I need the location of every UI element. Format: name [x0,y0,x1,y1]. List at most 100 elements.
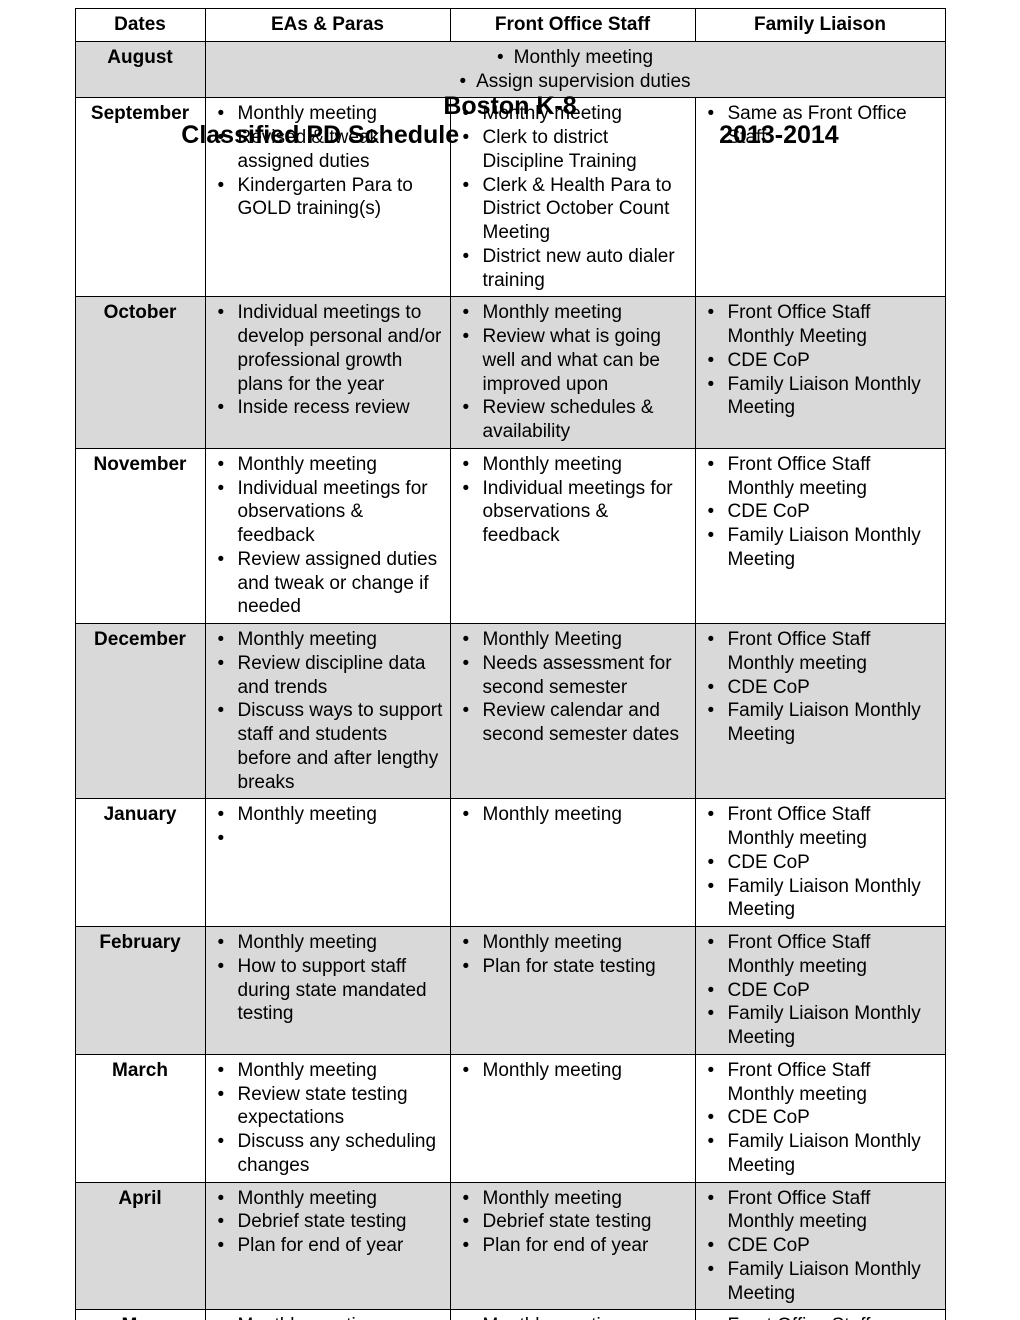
page-title-overlay: Boston K-8 Classified PD Schedule2013-20… [0,92,1020,150]
list-item: Family Liaison Monthly Meeting [700,699,941,747]
list-item: Inside recess review [210,396,446,420]
content-cell: Monthly meetingDebrief state testingPlan… [205,1182,450,1310]
content-cell: Front Office Staff Monthly meetingCDE Co… [695,624,945,799]
month-cell: March [75,1054,205,1182]
list-item: Plan for end of year [210,1234,446,1258]
schedule-table: Dates EAs & Paras Front Office Staff Fam… [75,8,946,1320]
merged-cell: Monthly meetingAssign supervision duties [205,41,945,98]
list-item: Monthly meeting [455,453,691,477]
col-header-front-office: Front Office Staff [450,9,695,42]
month-cell: December [75,624,205,799]
table-header-row: Dates EAs & Paras Front Office Staff Fam… [75,9,945,42]
content-cell: Monthly meetingReview state testing expe… [205,1054,450,1182]
content-cell: Front Office Staff Monthly meetingCDE Co… [695,1182,945,1310]
list-item: Needs assessment for second semester [455,652,691,700]
content-cell: Front Office Staff Monthly meetingCDE Co… [695,927,945,1055]
list-item: Family Liaison Monthly Meeting [700,1130,941,1178]
list-item: Debrief state testing [455,1210,691,1234]
list-item: CDE CoP [700,349,941,373]
list-item: CDE CoP [700,851,941,875]
list-item: Family Liaison Monthly Meeting [700,1258,941,1306]
list-item: Monthly meeting [455,1187,691,1211]
content-cell: Monthly meetingIndividual meetings for o… [450,448,695,623]
list-item: CDE CoP [700,979,941,1003]
table-row: JanuaryMonthly meeting Monthly meetingFr… [75,799,945,927]
col-header-eas: EAs & Paras [205,9,450,42]
list-item: Individual meetings for observations & f… [210,477,446,548]
list-item: Debrief state testing [210,1210,446,1234]
list-item: Monthly meeting [210,1059,446,1083]
list-item: Monthly Meeting [455,628,691,652]
list-item: Individual meetings for observations & f… [455,477,691,548]
list-item: Monthly meeting [455,1059,691,1083]
list-item: CDE CoP [700,500,941,524]
content-cell: Monthly MeetingNeeds assessment for seco… [450,624,695,799]
list-item: Monthly meeting [210,1314,446,1320]
table-row: AugustMonthly meetingAssign supervision … [75,41,945,98]
list-item: Plan for end of year [455,1234,691,1258]
list-item: CDE CoP [700,676,941,700]
list-item: CDE CoP [700,1106,941,1130]
content-cell: Monthly meetingReview what is going well… [450,297,695,449]
table-row: AprilMonthly meetingDebrief state testin… [75,1182,945,1310]
month-cell: January [75,799,205,927]
list-item: Kindergarten Para to GOLD training(s) [210,174,446,222]
overlay-left: Boston K-8 [443,92,576,120]
list-item: How to support staff during state mandat… [210,955,446,1026]
list-item: Monthly meeting [210,628,446,652]
list-item: Review schedules & availability [455,396,691,444]
table-row: MarchMonthly meetingReview state testing… [75,1054,945,1182]
month-cell: August [75,41,205,98]
content-cell: Monthly meetingPlan for state testing [450,927,695,1055]
list-item: Plan for state testing [455,955,691,979]
list-item: Family Liaison Monthly Meeting [700,875,941,923]
month-cell: April [75,1182,205,1310]
content-cell: Monthly meeting [205,799,450,927]
content-cell: Front Office Staff Monthly MeetingCDE Co… [695,297,945,449]
list-item [210,827,446,851]
col-header-family-liaison: Family Liaison [695,9,945,42]
month-cell: May [75,1310,205,1320]
table-row: NovemberMonthly meetingIndividual meetin… [75,448,945,623]
list-item: Front Office Staff Monthly meeting [700,803,941,851]
month-cell: February [75,927,205,1055]
list-item: Family Liaison Monthly Meeting [700,1002,941,1050]
col-header-dates: Dates [75,9,205,42]
table-row: DecemberMonthly meetingReview discipline… [75,624,945,799]
list-item: Front Office Staff Monthly meeting [700,1314,941,1320]
list-item: Review what is going well and what can b… [455,325,691,396]
content-cell: Monthly meetingIndividual meetings for o… [205,448,450,623]
content-cell: Monthly meetingHow to support staff duri… [205,927,450,1055]
table-row: OctoberIndividual meetings to develop pe… [75,297,945,449]
content-cell: Individual meetings to develop personal … [205,297,450,449]
list-item: CDE CoP [700,1234,941,1258]
list-item: Monthly meeting [455,803,691,827]
list-item: Front Office Staff Monthly meeting [700,1187,941,1235]
list-item: Monthly meeting [455,301,691,325]
overlay-right: 2013-2014 [719,121,839,149]
list-item: Discuss ways to support staff and studen… [210,699,446,794]
content-cell: Monthly meetingPlan for school opening 2… [450,1310,695,1320]
list-item: Family Liaison Monthly Meeting [700,524,941,572]
list-item: Monthly meeting [210,1187,446,1211]
list-item: Front Office Staff Monthly meeting [700,1059,941,1107]
content-cell: Front Office Staff Monthly meetingCDE Co… [695,799,945,927]
list-item: Front Office Staff Monthly meeting [700,453,941,501]
list-item: Monthly meeting [455,931,691,955]
list-item: Monthly meeting [455,1314,691,1320]
content-cell: Front Office Staff Monthly meetingCDE Co… [695,1310,945,1320]
content-cell: Monthly meeting [450,799,695,927]
list-item: Review state testing expectations [210,1083,446,1131]
content-cell: Front Office Staff Monthly meetingCDE Co… [695,448,945,623]
list-item: Assign supervision duties [210,70,941,94]
list-item: Review discipline data and trends [210,652,446,700]
list-item: Monthly meeting [210,931,446,955]
list-item: Monthly meeting [210,803,446,827]
month-cell: October [75,297,205,449]
content-cell: Monthly meeting [450,1054,695,1182]
list-item: Discuss any scheduling changes [210,1130,446,1178]
list-item: District new auto dialer training [455,245,691,293]
content-cell: Front Office Staff Monthly meetingCDE Co… [695,1054,945,1182]
list-item: Review assigned duties and tweak or chan… [210,548,446,619]
list-item: Front Office Staff Monthly Meeting [700,301,941,349]
